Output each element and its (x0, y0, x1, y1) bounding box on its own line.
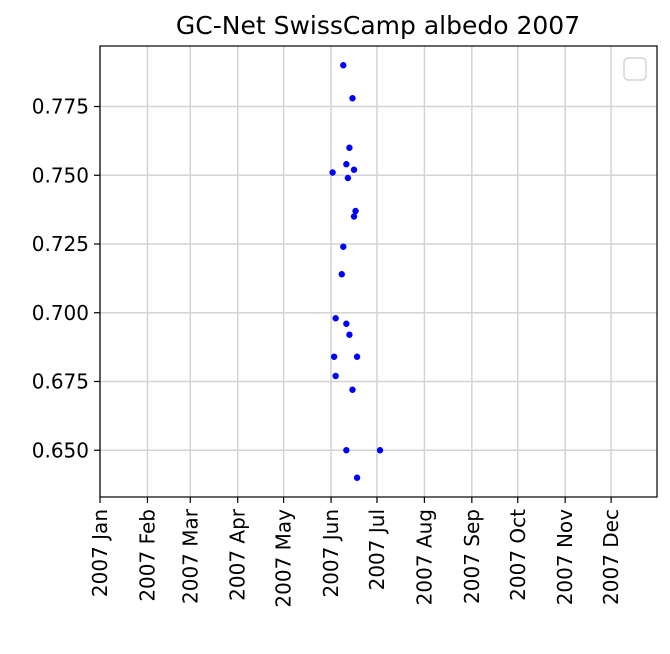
y-tick-label: 0.725 (32, 232, 89, 256)
data-point (338, 271, 345, 278)
data-point (350, 166, 358, 173)
data-point (340, 62, 347, 69)
y-tick-label: 0.650 (32, 438, 89, 462)
data-point (332, 372, 339, 380)
y-tick-label: 0.750 (32, 163, 89, 187)
legend (623, 57, 647, 81)
y-axis: 0.650 0.675 0.700 0.725 0.750 0.775 (32, 95, 100, 462)
x-tick-label: 2007 Feb (135, 509, 159, 602)
x-tick-label: 2007 Dec (599, 509, 623, 605)
x-tick-label: 2007 Oct (506, 509, 530, 601)
data-point (330, 353, 338, 360)
data-point (350, 213, 358, 220)
plot-area-frame (99, 45, 658, 498)
chart-title: GC-Net SwissCamp albedo 2007 (176, 11, 580, 40)
data-point (344, 174, 352, 182)
x-tick-label: 2007 Jul (365, 509, 389, 590)
x-tick-label: 2007 Jun (319, 509, 343, 598)
x-tick-label: 2007 May (272, 509, 296, 608)
data-point (353, 353, 361, 360)
data-point (352, 207, 359, 215)
grid (99, 46, 657, 497)
y-tick-label: 0.775 (32, 95, 89, 119)
y-tick-label: 0.700 (32, 301, 89, 325)
data-point (349, 386, 356, 393)
data-point (343, 447, 350, 454)
y-tick-label: 0.675 (32, 370, 89, 394)
data-point (346, 331, 353, 338)
data-point (346, 144, 353, 151)
x-tick-label: 2007 Sep (460, 509, 484, 604)
x-tick-label: 2007 Aug (412, 509, 436, 605)
legend-box (623, 57, 647, 81)
data-point (349, 95, 356, 102)
data-point (353, 474, 361, 481)
x-tick-label: 2007 Jan (88, 509, 112, 597)
x-tick-label: 2007 Mar (178, 508, 202, 604)
data-point (343, 320, 350, 327)
x-tick-label: 2007 Nov (553, 509, 577, 605)
data-point (376, 447, 384, 454)
data-points (329, 62, 384, 481)
x-tick-label: 2007 Apr (226, 508, 250, 601)
x-axis: 2007 Jan 2007 Feb 2007 Mar 2007 Apr 2007 May… (88, 497, 623, 608)
data-point (343, 161, 350, 168)
data-point (332, 315, 339, 322)
data-point (340, 243, 347, 250)
data-point (329, 169, 336, 176)
